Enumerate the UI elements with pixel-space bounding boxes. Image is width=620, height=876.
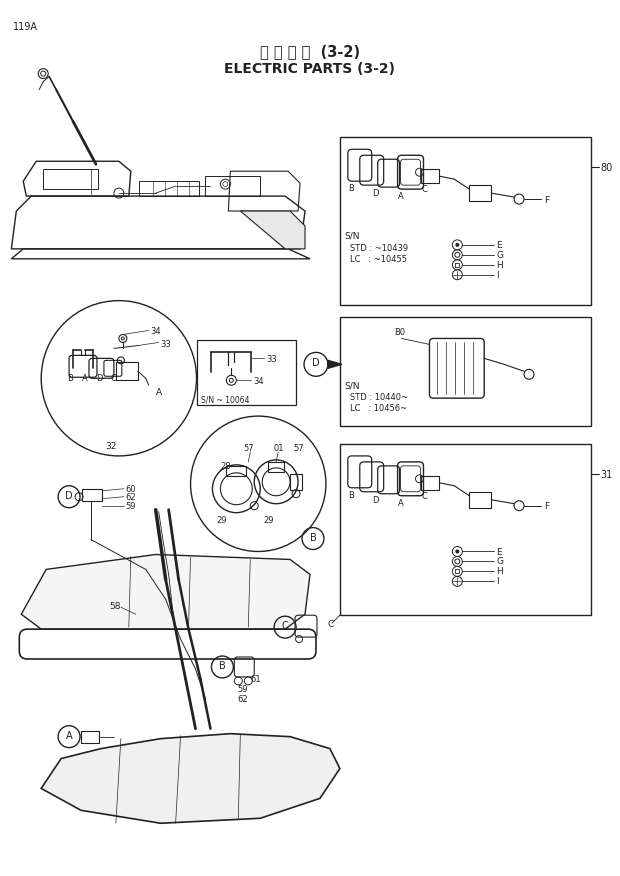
- Text: 32: 32: [105, 442, 117, 451]
- Text: G: G: [496, 251, 503, 260]
- Bar: [469, 491, 491, 508]
- Text: H: H: [496, 261, 503, 270]
- Text: D: D: [372, 189, 378, 198]
- Text: 59: 59: [126, 502, 136, 511]
- Text: A: A: [66, 731, 73, 741]
- Text: 33: 33: [266, 356, 277, 364]
- Bar: [81, 731, 99, 743]
- Text: A: A: [397, 192, 404, 201]
- Bar: [226, 466, 246, 476]
- Text: 29: 29: [216, 516, 227, 525]
- Text: 80: 80: [601, 163, 613, 173]
- Bar: [205, 176, 260, 196]
- Text: E: E: [496, 548, 502, 556]
- Text: LC   : 10456~: LC : 10456~: [350, 404, 407, 413]
- Text: STD : 10440~: STD : 10440~: [350, 393, 408, 402]
- Polygon shape: [21, 555, 310, 629]
- Text: C: C: [328, 620, 334, 629]
- Text: 34: 34: [253, 378, 264, 386]
- Bar: [116, 363, 138, 380]
- Bar: [290, 474, 302, 490]
- Text: F: F: [544, 502, 549, 511]
- Polygon shape: [328, 360, 342, 368]
- Text: B: B: [67, 374, 73, 384]
- Text: 電 気 部 品  (3-2): 電 気 部 品 (3-2): [260, 44, 360, 59]
- Bar: [82, 489, 102, 501]
- Text: D: D: [96, 374, 102, 384]
- Text: S/N: S/N: [345, 232, 360, 241]
- Text: 29: 29: [264, 516, 273, 525]
- Text: 61: 61: [250, 675, 261, 684]
- Text: 58: 58: [109, 603, 120, 611]
- Bar: [43, 169, 98, 189]
- Text: C: C: [422, 491, 427, 501]
- Bar: [340, 138, 591, 305]
- Text: 62: 62: [237, 695, 248, 703]
- Text: B0: B0: [394, 328, 405, 337]
- Text: I: I: [496, 271, 498, 279]
- Text: 57: 57: [243, 444, 254, 453]
- Bar: [340, 316, 591, 426]
- Text: A: A: [82, 374, 88, 384]
- Text: 57: 57: [293, 444, 304, 453]
- Text: F: F: [544, 196, 549, 205]
- Text: B: B: [348, 184, 353, 193]
- Text: D: D: [372, 496, 378, 505]
- Bar: [422, 169, 440, 183]
- Text: H: H: [496, 568, 503, 576]
- Text: C: C: [422, 185, 427, 194]
- Text: ELECTRIC PARTS (3-2): ELECTRIC PARTS (3-2): [224, 61, 396, 75]
- Text: B: B: [219, 661, 226, 671]
- Text: 119A: 119A: [14, 22, 38, 32]
- Text: A: A: [156, 388, 162, 397]
- Text: 33: 33: [161, 341, 171, 350]
- Bar: [455, 569, 459, 574]
- Bar: [455, 263, 459, 267]
- Text: D: D: [65, 491, 73, 501]
- Text: 31: 31: [601, 470, 613, 480]
- Circle shape: [455, 243, 459, 247]
- Text: 62: 62: [126, 493, 136, 502]
- Bar: [197, 341, 296, 405]
- Text: 01: 01: [273, 444, 284, 453]
- Text: 60: 60: [126, 484, 136, 494]
- Text: D: D: [312, 358, 320, 369]
- Text: LC   : ~10455: LC : ~10455: [350, 255, 407, 264]
- Polygon shape: [41, 734, 340, 823]
- Text: STD : ~10439: STD : ~10439: [350, 244, 408, 253]
- Bar: [139, 181, 198, 196]
- Bar: [422, 476, 440, 490]
- Text: B: B: [348, 491, 353, 500]
- Text: A: A: [397, 498, 404, 508]
- Text: S/N ~ 10064: S/N ~ 10064: [202, 395, 250, 404]
- Text: S/N: S/N: [345, 381, 360, 390]
- Bar: [469, 185, 491, 201]
- Text: C: C: [281, 621, 288, 632]
- Text: B: B: [309, 533, 316, 542]
- Circle shape: [455, 549, 459, 554]
- Text: 28: 28: [220, 462, 231, 471]
- Text: 59: 59: [237, 685, 248, 694]
- Text: G: G: [496, 557, 503, 567]
- Bar: [340, 444, 591, 615]
- Bar: [268, 462, 284, 472]
- Text: I: I: [496, 577, 498, 586]
- Text: C: C: [111, 374, 117, 384]
- Text: 34: 34: [151, 327, 161, 336]
- Text: E: E: [496, 241, 502, 250]
- Polygon shape: [241, 211, 305, 249]
